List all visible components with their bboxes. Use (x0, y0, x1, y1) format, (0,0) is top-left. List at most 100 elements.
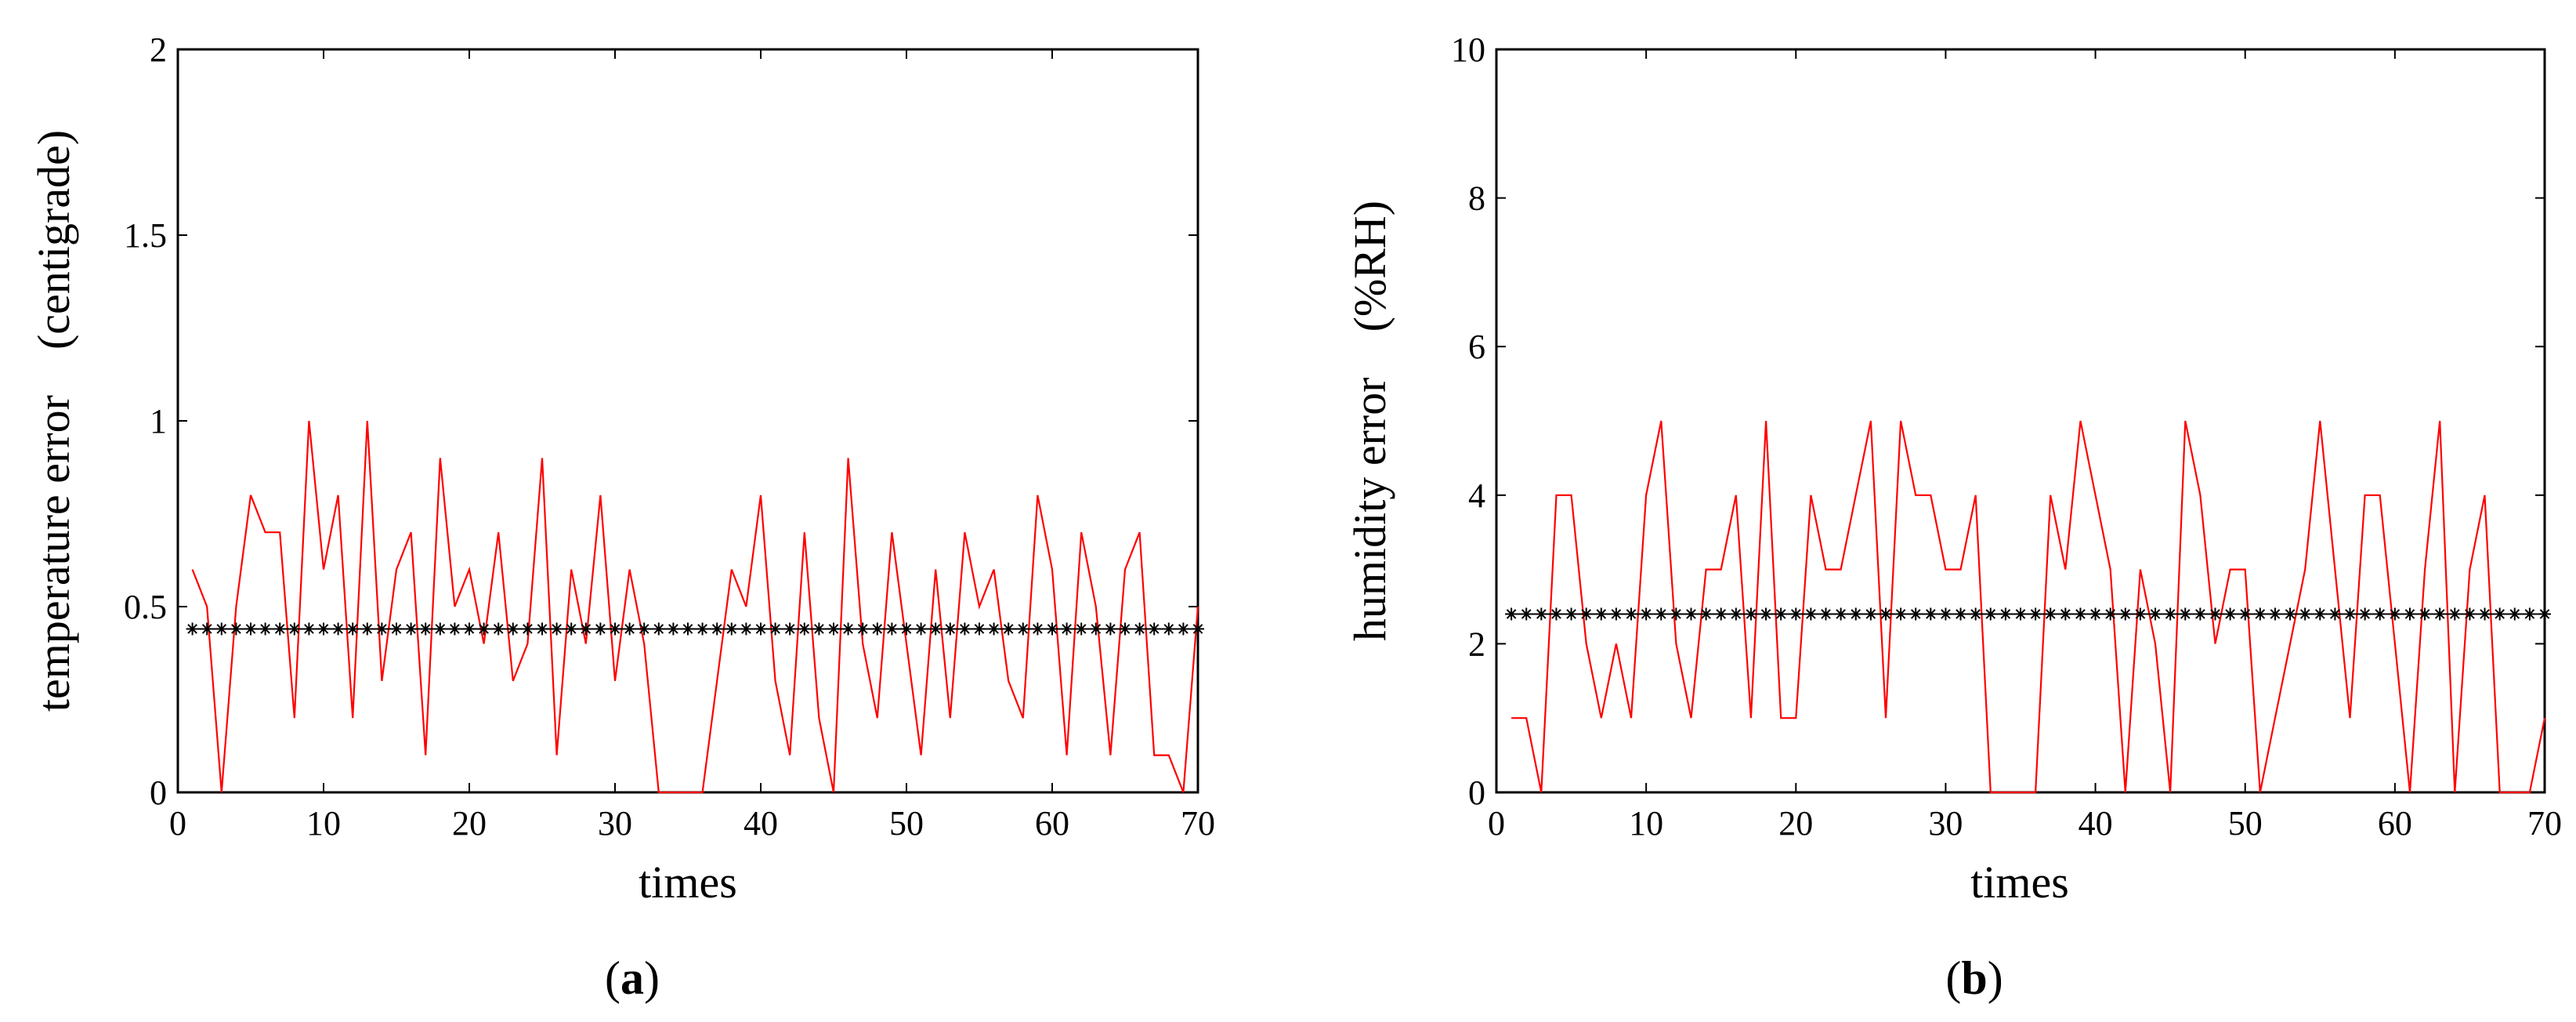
mean-marker (186, 622, 199, 636)
mean-marker (652, 622, 665, 636)
mean-marker (1909, 607, 1923, 621)
mean-marker (696, 622, 709, 636)
y-tick-label: 2 (1468, 625, 1485, 663)
x-axis-title: times (639, 857, 737, 908)
mean-marker (1894, 607, 1908, 621)
mean-marker (1924, 607, 1937, 621)
mean-marker (1579, 607, 1593, 621)
tick-marks (177, 49, 1199, 793)
mean-marker (1969, 607, 1982, 621)
y-axis-title: temperature error (centigrade) (28, 130, 79, 712)
mean-marker (1089, 622, 1102, 636)
mean-marker (2478, 607, 2491, 621)
mean-marker (375, 622, 389, 636)
x-tick-label: 10 (306, 804, 341, 843)
mean-marker (1104, 622, 1117, 636)
mean-marker (1031, 622, 1044, 636)
x-axis-title: times (1970, 857, 2069, 908)
y-axis-title: humidity error (%RH) (1344, 201, 1395, 641)
series-line-0 (191, 420, 1199, 794)
mean-marker (1133, 622, 1146, 636)
mean-marker (929, 622, 942, 636)
mean-marker (812, 622, 826, 636)
x-tick-label: 60 (2378, 804, 2412, 843)
mean-marker (2538, 607, 2551, 621)
x-tick-label: 40 (2079, 804, 2113, 843)
x-tick-label: 30 (598, 804, 632, 843)
mean-marker (856, 622, 870, 636)
mean-marker (1075, 622, 1088, 636)
chart-humidity-error: 0 10 20 30 40 50 60 70 0 2 4 6 8 10 times humidity er… (1344, 31, 2562, 1004)
mean-marker (2014, 607, 2027, 621)
x-tick-label: 10 (1629, 804, 1663, 843)
mean-marker (1954, 607, 1967, 621)
mean-marker (973, 622, 986, 636)
mean-marker (1550, 607, 1563, 621)
y-tick-label: 6 (1468, 328, 1485, 366)
mean-marker (521, 622, 534, 636)
mean-marker (2433, 607, 2447, 621)
mean-marker (2238, 607, 2252, 621)
mean-marker (360, 622, 374, 636)
panel-caption: (b) (1945, 952, 2003, 1004)
mean-marker (2328, 607, 2342, 621)
mean-marker (783, 622, 797, 636)
mean-marker (711, 622, 724, 636)
y-tick-label: 10 (1451, 31, 1485, 69)
mean-marker (1684, 607, 1698, 621)
mean-marker (302, 622, 316, 636)
mean-marker (2164, 607, 2177, 621)
chart-temperature-error: 0 10 20 30 40 50 60 70 0 0.5 1 1.5 2 times temperatu… (28, 31, 1215, 1004)
mean-marker (2284, 607, 2297, 621)
mean-marker (2358, 607, 2372, 621)
mean-marker (1804, 607, 1818, 621)
mean-marker (943, 622, 957, 636)
mean-marker (1864, 607, 1877, 621)
panel-caption: (a) (605, 952, 660, 1004)
mean-marker (2373, 607, 2386, 621)
mean-marker (2179, 607, 2192, 621)
mean-marker (2448, 607, 2462, 621)
mean-marker (2299, 607, 2312, 621)
mean-marker (230, 622, 243, 636)
mean-marker (769, 622, 782, 636)
mean-marker (477, 622, 490, 636)
mean-marker (346, 622, 360, 636)
mean-marker (1594, 607, 1608, 621)
mean-marker (2074, 607, 2087, 621)
mean-marker (1640, 607, 1653, 621)
x-tick-label: 20 (452, 804, 487, 843)
mean-marker (1148, 622, 1161, 636)
mean-marker (1939, 607, 1952, 621)
series-line-0 (1511, 420, 2546, 794)
mean-marker (2133, 607, 2147, 621)
mean-marker (2104, 607, 2117, 621)
mean-marker (609, 622, 621, 636)
x-tick-label: 20 (1778, 804, 1813, 843)
mean-marker (463, 622, 476, 636)
mean-marker (1609, 607, 1623, 621)
mean-marker (2493, 607, 2506, 621)
mean-marker (841, 622, 855, 636)
mean-marker (492, 622, 505, 636)
tick-labels: 0 10 20 30 40 50 60 70 0 2 4 6 8 10 (1451, 31, 2562, 843)
mean-marker (2314, 607, 2327, 621)
mean-marker (2044, 607, 2057, 621)
mean-marker (404, 622, 418, 636)
mean-marker (2388, 607, 2401, 621)
mean-marker (2343, 607, 2357, 621)
mean-marker (2149, 607, 2162, 621)
y-tick-label: 0 (1468, 774, 1485, 812)
mean-marker (1775, 607, 1788, 621)
mean-marker (914, 622, 928, 636)
mean-marker (2194, 607, 2207, 621)
mean-marker (448, 622, 461, 636)
x-tick-label: 60 (1035, 804, 1069, 843)
mean-marker (390, 622, 403, 636)
x-tick-label: 0 (169, 804, 186, 843)
mean-marker (244, 622, 257, 636)
mean-marker (536, 622, 548, 636)
mean-marker (1505, 607, 1518, 621)
mean-marker (885, 622, 899, 636)
